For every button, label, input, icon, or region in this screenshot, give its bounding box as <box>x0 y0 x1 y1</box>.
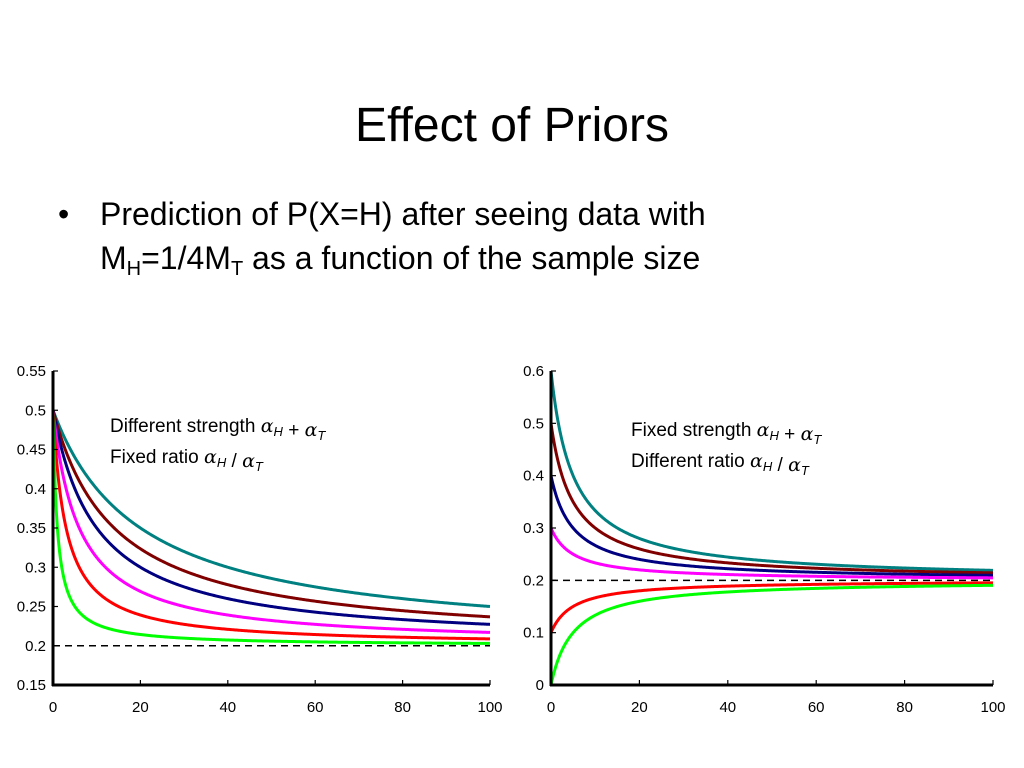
chart-1-y-tick-label: 0.45 <box>17 442 46 459</box>
chart-2-series-5 <box>549 581 993 634</box>
chart-2-y-tick-label: 0.4 <box>523 468 544 485</box>
chart-2-annotation-line-1: Fixed strength αH + αT <box>631 419 822 447</box>
chart-1-x-tick-label: 80 <box>394 699 411 716</box>
bullet-m-t-subscript: T <box>230 258 244 280</box>
chart-1-x-tick-label: 40 <box>219 699 236 716</box>
bullet-text: Prediction of P(X=H) after seeing data w… <box>100 192 920 280</box>
chart-2-x-tick-label: 20 <box>631 699 648 716</box>
chart-1-y-tick-label: 0.25 <box>17 599 46 616</box>
chart-1-series-3 <box>51 409 491 626</box>
chart-2-series-1 <box>549 370 994 572</box>
chart-1-y-tick-label: 0.4 <box>25 481 46 498</box>
chart-1-y-tick-label: 0.15 <box>17 677 46 694</box>
chart-2-series-6 <box>549 583 994 686</box>
slide-title: Effect of Priors <box>355 99 669 152</box>
chart-1-x-tick-label: 20 <box>132 699 149 716</box>
chart-1-x-tick-label: 100 <box>477 699 502 716</box>
bullet-marker: • <box>58 196 70 232</box>
chart-2-x-tick-label: 80 <box>896 699 913 716</box>
chart-1-series-6 <box>51 410 491 645</box>
chart-2-x-tick-label: 100 <box>980 699 1005 716</box>
chart-2-x-tick-label: 40 <box>719 699 736 716</box>
chart-2: 0 20 40 60 80 100 0 0.1 0.2 0.3 0.4 0.5 0.6 Fixed str… <box>523 363 1005 716</box>
bullet-line-1: Prediction of P(X=H) after seeing data w… <box>100 196 706 232</box>
chart-2-x-tick-label: 0 <box>547 699 555 716</box>
bullet-m-h: M <box>100 240 127 276</box>
chart-2-x-tick-label: 60 <box>808 699 825 716</box>
chart-1-x-tick-label: 0 <box>49 699 57 716</box>
chart-1-y-tick-label: 0.2 <box>25 638 46 655</box>
chart-1-x-tick-label: 60 <box>307 699 324 716</box>
chart-2-series-2 <box>549 423 994 575</box>
chart-1-series-2 <box>51 409 491 619</box>
chart-2-series-3 <box>549 475 994 577</box>
chart-2-y-tick-label: 0.1 <box>523 625 544 642</box>
chart-1-y-tick-label: 0.55 <box>17 363 46 380</box>
chart-1-y-tick-label: 0.5 <box>25 402 46 419</box>
bullet-m-h-subscript: H <box>126 258 142 280</box>
chart-2-series-4 <box>549 527 993 580</box>
chart-2-y-tick-label: 0.6 <box>523 363 544 380</box>
chart-1-y-tick-label: 0.35 <box>17 520 46 537</box>
chart-1-series-5 <box>51 410 491 641</box>
bullet-line-2-rest: as a function of the sample size <box>243 240 701 276</box>
chart-1-series-4 <box>51 410 491 634</box>
chart-2-y-tick-label: 0.2 <box>523 572 544 589</box>
chart-2-y-tick-label: 0 <box>536 677 544 694</box>
bullet-equation: =1/4M <box>141 240 231 276</box>
chart-2-y-tick-label: 0.5 <box>523 415 544 432</box>
chart-1-y-tick-label: 0.3 <box>25 559 46 576</box>
chart-1-annotation-line-2: Fixed ratio αH / αT <box>110 446 264 474</box>
chart-2-annotation-line-2: Different ratio αH / αT <box>631 450 810 478</box>
chart-1-series-1 <box>51 409 491 608</box>
chart-1-annotation-line-1: Different strength αH + αT <box>110 415 326 443</box>
chart-2-y-tick-label: 0.3 <box>523 520 544 537</box>
chart-1: 0 20 40 60 80 100 0.15 0.2 0.25 0.3 0.35 0.4 0.45 0.5… <box>17 363 503 716</box>
